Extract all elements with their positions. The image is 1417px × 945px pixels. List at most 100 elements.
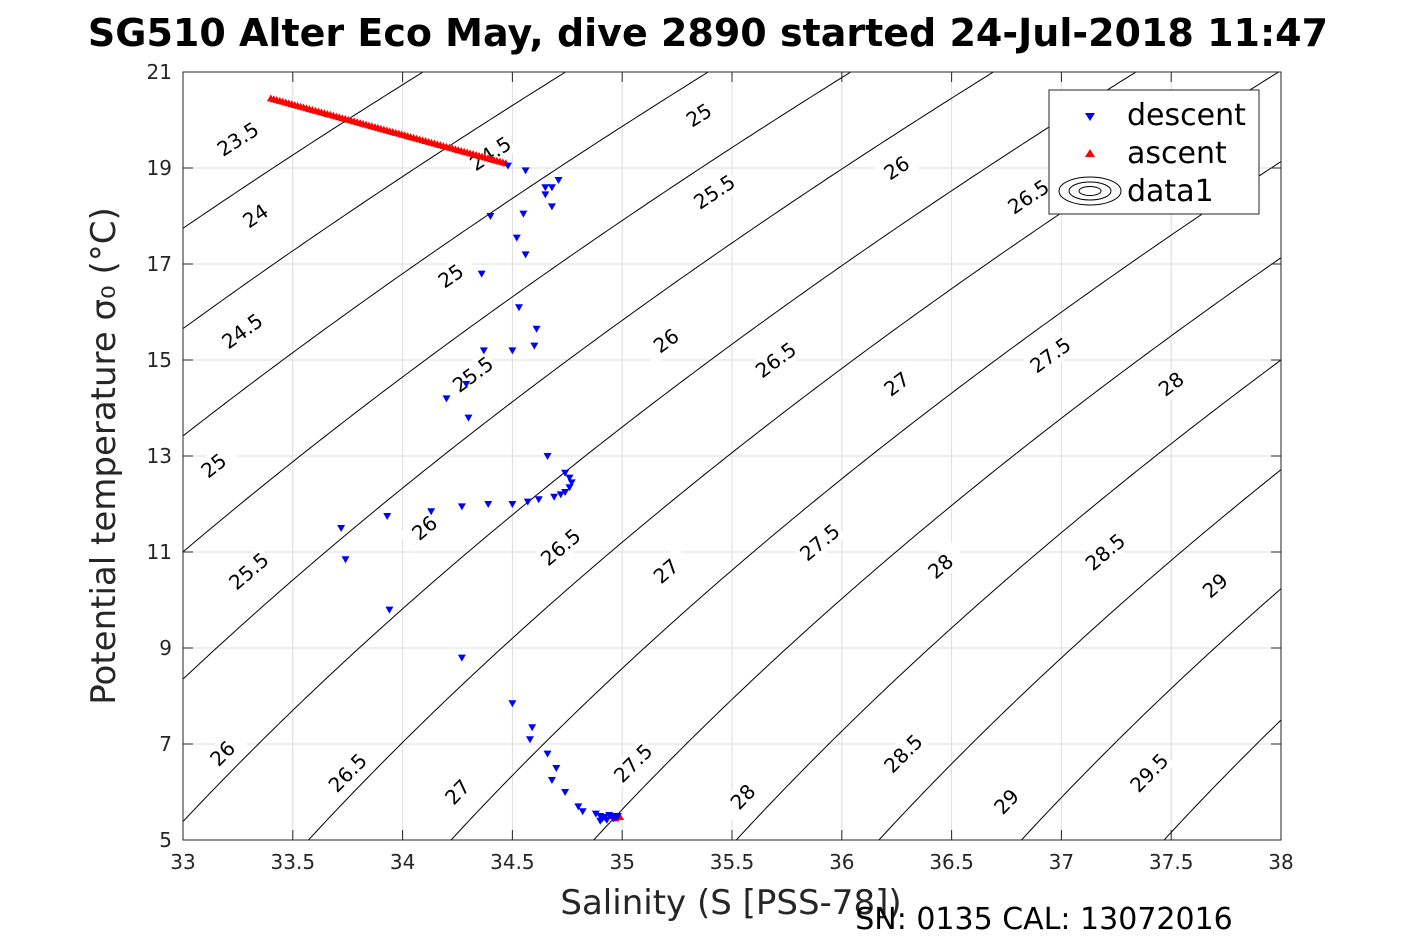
descent-point bbox=[543, 453, 552, 460]
contour-label-bg bbox=[1123, 747, 1175, 799]
contour-label-bg bbox=[432, 766, 483, 818]
contour-label-bg bbox=[870, 144, 924, 192]
descent-point bbox=[578, 808, 587, 816]
contour-label-bg bbox=[215, 307, 269, 355]
contour-label-bg bbox=[222, 546, 275, 596]
contour-line-27-5 bbox=[593, 257, 1281, 840]
descent-point bbox=[341, 556, 350, 564]
legend-label-data1: data1 bbox=[1127, 174, 1214, 209]
descent-point bbox=[457, 654, 466, 662]
x-tick-label: 35.5 bbox=[710, 850, 755, 874]
contour-label-bg bbox=[1144, 359, 1198, 409]
contour-label-bg bbox=[607, 737, 659, 789]
descent-point bbox=[521, 167, 530, 175]
contour-label-bg bbox=[211, 116, 265, 163]
legend-marker-descent bbox=[1085, 113, 1095, 121]
descent-point bbox=[514, 304, 523, 312]
x-tick-label: 37.5 bbox=[1149, 850, 1194, 874]
legend-label-ascent: ascent bbox=[1127, 136, 1227, 171]
density-contours bbox=[183, 72, 1281, 840]
contour-label-bg bbox=[446, 350, 500, 399]
x-tick-label: 35 bbox=[609, 850, 634, 874]
descent-point bbox=[611, 814, 620, 822]
descent-point bbox=[556, 491, 565, 499]
y-axis-ticks: 5 7 9 11 13 15 17 19 21 bbox=[147, 60, 1281, 852]
descent-point bbox=[484, 501, 493, 508]
contour-line-28-5 bbox=[878, 469, 1281, 840]
x-axis-ticks: 33 33.5 34 34.5 35 35.5 36 36.5 37 37.5 38 bbox=[170, 72, 1294, 874]
x-tick-label: 36.5 bbox=[929, 850, 974, 874]
descent-point bbox=[525, 736, 534, 744]
contour-label-bg bbox=[1023, 331, 1077, 380]
contour-line-23-5 bbox=[183, 72, 424, 229]
y-tick-label: 15 bbox=[147, 348, 172, 372]
descent-point bbox=[550, 493, 559, 501]
descent-point bbox=[554, 177, 563, 184]
descent-point bbox=[519, 210, 528, 218]
contour-label-bg bbox=[1189, 560, 1242, 611]
contour-label-bg bbox=[398, 503, 451, 553]
x-tick-label: 38 bbox=[1268, 850, 1293, 874]
contour-label-bg bbox=[877, 728, 929, 780]
descent-point bbox=[534, 496, 543, 504]
descent-point bbox=[541, 191, 550, 199]
descent-point bbox=[532, 325, 541, 333]
descent-series bbox=[337, 162, 622, 825]
descent-point bbox=[486, 213, 495, 220]
contour-label-bg bbox=[870, 359, 924, 409]
y-tick-label: 17 bbox=[147, 252, 172, 276]
descent-point bbox=[521, 251, 530, 259]
descent-point bbox=[598, 815, 607, 823]
contour-label-bg bbox=[534, 522, 587, 572]
descent-point bbox=[567, 479, 576, 487]
descent-point bbox=[541, 184, 550, 192]
contour-label-bg bbox=[672, 92, 726, 139]
legend-marker-ascent bbox=[1085, 149, 1095, 157]
descent-point bbox=[543, 750, 552, 758]
contour-label-bg bbox=[687, 168, 742, 216]
y-axis-label: Potential temperature σ₀ (°C) bbox=[84, 207, 124, 705]
descent-point bbox=[383, 513, 392, 520]
descent-point bbox=[508, 347, 517, 355]
descent-point bbox=[504, 162, 513, 170]
descent-point bbox=[523, 498, 532, 506]
contour-line-25-5 bbox=[183, 72, 994, 680]
descent-point bbox=[528, 724, 537, 732]
descent-point bbox=[508, 501, 517, 508]
descent-point bbox=[457, 503, 466, 511]
contour-label-bg bbox=[639, 316, 693, 365]
descent-point bbox=[508, 700, 517, 708]
descent-point bbox=[477, 270, 486, 278]
y-tick-label: 13 bbox=[147, 444, 172, 468]
legend: descent ascent data1 bbox=[1048, 89, 1260, 215]
x-tick-label: 36 bbox=[829, 850, 854, 874]
descent-point bbox=[479, 347, 488, 355]
contour-line-24-5 bbox=[183, 72, 709, 437]
y-tick-label: 9 bbox=[159, 636, 172, 660]
contour-label-bg bbox=[187, 441, 241, 490]
descent-point bbox=[464, 414, 473, 422]
descent-point bbox=[462, 381, 471, 388]
contour-label-bg bbox=[749, 336, 803, 384]
contour-label-bg bbox=[197, 728, 248, 780]
descent-point bbox=[547, 184, 556, 192]
descent-point bbox=[530, 342, 539, 350]
contour-line-29-5 bbox=[1163, 719, 1281, 840]
descent-point bbox=[547, 777, 556, 784]
descent-point bbox=[337, 525, 346, 532]
contour-label-bg bbox=[717, 771, 769, 823]
descent-point bbox=[591, 810, 600, 818]
contour-label-bg bbox=[463, 130, 518, 177]
legend-box bbox=[1048, 89, 1260, 215]
y-tick-label: 11 bbox=[147, 540, 172, 564]
x-tick-label: 33 bbox=[170, 850, 195, 874]
descent-point bbox=[561, 489, 570, 496]
y-tick-label: 7 bbox=[159, 732, 172, 756]
contour-line-26 bbox=[183, 72, 1137, 823]
descent-point bbox=[574, 803, 583, 811]
contour-line-27 bbox=[450, 160, 1281, 840]
descent-point bbox=[561, 469, 570, 477]
y-tick-label: 5 bbox=[159, 828, 172, 852]
descent-point bbox=[442, 395, 451, 403]
